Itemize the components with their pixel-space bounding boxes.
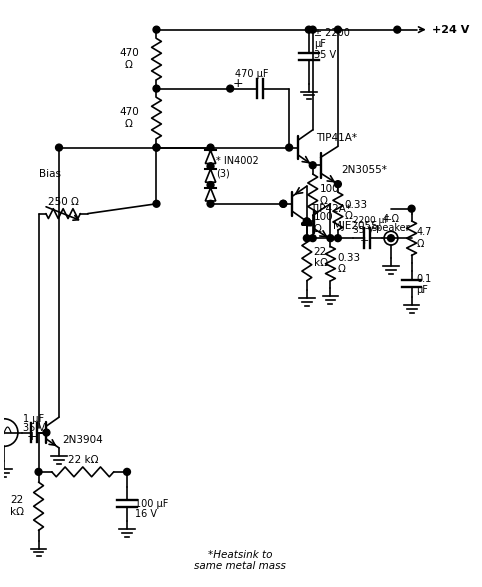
Text: ± 2200: ± 2200	[314, 28, 349, 38]
Circle shape	[303, 218, 310, 225]
Circle shape	[280, 200, 287, 207]
Polygon shape	[205, 150, 216, 164]
Circle shape	[153, 200, 160, 207]
Circle shape	[309, 26, 316, 33]
Text: +: +	[27, 430, 37, 443]
Text: speaker: speaker	[372, 223, 410, 234]
Circle shape	[207, 144, 214, 151]
Circle shape	[303, 235, 310, 242]
Text: * IN4002
(3): * IN4002 (3)	[216, 156, 259, 178]
Text: 2200 μF: 2200 μF	[353, 216, 389, 225]
Circle shape	[394, 26, 401, 33]
Text: 100
Ω: 100 Ω	[314, 212, 334, 234]
Text: 22
kΩ: 22 kΩ	[314, 247, 328, 268]
Circle shape	[388, 235, 394, 242]
Circle shape	[207, 163, 214, 170]
Text: MJE2055: MJE2055	[334, 221, 378, 231]
Text: 100 μF: 100 μF	[135, 500, 168, 510]
Text: 100
Ω: 100 Ω	[320, 184, 339, 205]
Text: +24 V: +24 V	[432, 25, 469, 35]
Text: 35 V: 35 V	[314, 50, 336, 60]
Circle shape	[55, 144, 63, 151]
Text: 4-Ω: 4-Ω	[382, 214, 400, 224]
Text: μF: μF	[314, 39, 326, 49]
Circle shape	[335, 181, 341, 188]
Text: Bias: Bias	[39, 169, 61, 179]
Text: 2N3055*: 2N3055*	[341, 165, 387, 175]
Circle shape	[306, 26, 312, 33]
Text: 470
Ω: 470 Ω	[119, 48, 139, 70]
Circle shape	[286, 144, 293, 151]
Text: TIP42A*: TIP42A*	[310, 204, 351, 214]
Circle shape	[35, 468, 42, 475]
Circle shape	[309, 162, 316, 168]
Text: 22 kΩ: 22 kΩ	[67, 455, 98, 465]
Text: 22
kΩ: 22 kΩ	[10, 495, 24, 517]
Circle shape	[207, 181, 214, 188]
Text: +: +	[360, 236, 369, 246]
Polygon shape	[205, 188, 216, 201]
Circle shape	[408, 205, 415, 212]
Text: 1 μF: 1 μF	[23, 414, 44, 424]
Text: TIP41A*: TIP41A*	[316, 133, 357, 143]
Circle shape	[303, 218, 310, 225]
Text: 470 μF: 470 μF	[235, 69, 268, 79]
Text: 250 Ω: 250 Ω	[48, 197, 79, 207]
Circle shape	[280, 200, 287, 207]
Text: 0.33
Ω: 0.33 Ω	[337, 253, 361, 274]
Polygon shape	[205, 169, 216, 182]
Text: 0.1
μF: 0.1 μF	[416, 274, 432, 295]
Text: 470
Ω: 470 Ω	[119, 107, 139, 129]
Circle shape	[153, 26, 160, 33]
Circle shape	[227, 85, 234, 92]
Text: 16 V: 16 V	[135, 509, 157, 519]
Circle shape	[327, 235, 334, 242]
Circle shape	[335, 235, 341, 242]
Text: 0.33
Ω: 0.33 Ω	[345, 200, 368, 221]
Circle shape	[153, 85, 160, 92]
Text: +: +	[232, 77, 243, 90]
Circle shape	[207, 200, 214, 207]
Circle shape	[153, 144, 160, 151]
Text: 35 V: 35 V	[23, 423, 45, 433]
Circle shape	[335, 26, 341, 33]
Circle shape	[123, 468, 131, 475]
Circle shape	[43, 429, 50, 436]
Circle shape	[309, 235, 316, 242]
Text: 35 V *: 35 V *	[353, 226, 380, 235]
Text: 4.7
Ω: 4.7 Ω	[416, 227, 432, 249]
Circle shape	[153, 144, 160, 151]
Text: *Heatsink to
same metal mass: *Heatsink to same metal mass	[194, 549, 286, 571]
Text: 2N3904: 2N3904	[62, 436, 103, 446]
